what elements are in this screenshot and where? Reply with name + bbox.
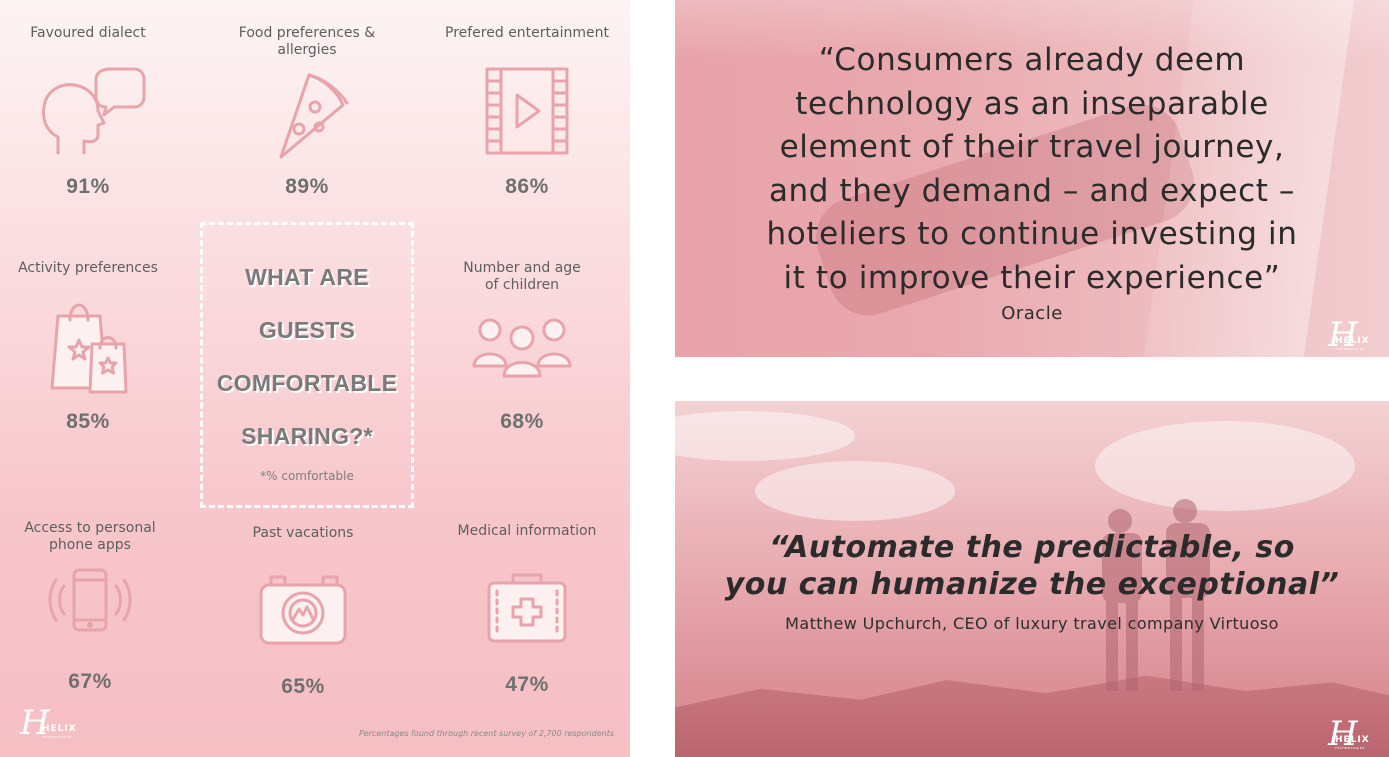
stat-value: 67% (68, 670, 112, 693)
camera-icon (243, 561, 363, 661)
stat-value: 47% (505, 673, 549, 696)
quote-author: Matthew Upchurch, CEO of luxury travel c… (785, 614, 1279, 633)
stat-past-vacations: Past vacations 65% (203, 525, 403, 699)
stat-children: Number and age of children 68% (422, 260, 622, 434)
infographic-panel: Favoured dialect 91% Food preferences & … (0, 0, 630, 757)
background-cloud (755, 461, 955, 521)
stat-favoured-dialect: Favoured dialect 91% (0, 25, 188, 199)
quote-text: “Automate the predictable, so you can hu… (685, 529, 1379, 603)
background-cloud (675, 411, 855, 461)
logo-text: HELIX (42, 724, 77, 734)
stat-label: Past vacations (252, 525, 354, 541)
quote-line: element of their travel journey, (779, 129, 1285, 165)
quote-line: “Automate the predictable, so (769, 530, 1295, 565)
stat-value: 91% (66, 175, 110, 198)
helix-logo: H HELIX TECHNOLOGIES (1313, 717, 1373, 751)
quote-line: you can humanize the exceptional” (724, 567, 1340, 602)
stat-phone-apps: Access to personal phone apps 67% (0, 520, 190, 694)
quote-line: and they demand – and expect – (768, 172, 1296, 209)
logo-letter: H (1328, 714, 1358, 754)
stat-label: Access to personal phone apps (0, 520, 190, 556)
stat-label-text: Access to personal phone apps (24, 520, 156, 553)
quote-author: Oracle (1001, 303, 1063, 324)
stat-label: Activity preferences (18, 260, 158, 276)
stat-value: 68% (500, 410, 544, 433)
helix-logo: H HELIX TECHNOLOGIES (1313, 318, 1373, 352)
stat-label: Prefered entertainment (445, 25, 609, 41)
stat-label: Favoured dialect (30, 25, 146, 41)
quote-text: “Consumers already deem technology as an… (695, 39, 1369, 300)
background-light (675, 0, 1389, 60)
quote-line: hoteliers to continue investing in (766, 216, 1298, 252)
logo-subtext: TECHNOLOGIES (42, 735, 72, 739)
stat-label-text: Number and age of children (463, 260, 581, 293)
vibrating-phone-icon (30, 556, 150, 656)
quote-line: it to improve their experience” (783, 259, 1281, 296)
helix-logo: H HELIX TECHNOLOGIES (20, 703, 76, 743)
quote-line: “Consumers already deem (818, 42, 1246, 78)
stat-value: 85% (66, 410, 110, 433)
survey-note: Percentages found through recent survey … (358, 729, 614, 738)
hikers-silhouette-icon (1102, 499, 1210, 691)
logo-subtext: TECHNOLOGIES (1335, 746, 1365, 750)
first-aid-kit-icon (467, 559, 587, 659)
question-line: WHAT ARE (245, 264, 369, 290)
stat-label: Food preferences & allergies (207, 25, 407, 61)
stat-label: Number and age of children (422, 260, 622, 296)
family-icon (462, 296, 582, 396)
question-line: COMFORTABLE (216, 370, 398, 396)
question-footnote: *% comfortable (260, 469, 354, 483)
quote-panel-upchurch: “Automate the predictable, so you can hu… (675, 401, 1389, 757)
question-box: WHAT ARE GUESTS COMFORTABLE SHARING?* *%… (200, 222, 414, 508)
film-play-icon (467, 61, 587, 161)
logo-text: HELIX (1335, 336, 1370, 346)
pizza-slice-icon (247, 61, 367, 161)
stat-medical-information: Medical information 47% (427, 523, 627, 697)
shopping-bags-icon (28, 296, 148, 396)
stat-food-preferences: Food preferences & allergies 89% (207, 25, 407, 199)
question-line: SHARING?* (241, 423, 373, 449)
stat-value: 89% (285, 175, 329, 198)
background-cloud (1095, 421, 1355, 511)
question-line: GUESTS (258, 317, 356, 343)
logo-letter: H (20, 703, 50, 743)
stat-value: 65% (281, 675, 325, 698)
stat-value: 86% (505, 175, 549, 198)
quote-panel-oracle: “Consumers already deem technology as an… (675, 0, 1389, 357)
background-mountain (675, 675, 1389, 757)
logo-letter: H (1328, 315, 1358, 355)
stat-prefered-entertainment: Prefered entertainment 86% (427, 25, 627, 199)
logo-subtext: TECHNOLOGIES (1335, 347, 1365, 351)
logo-text: HELIX (1335, 735, 1370, 745)
quote-line: technology as an inseparable (795, 85, 1269, 122)
stat-label-text: Food preferences & allergies (238, 25, 376, 58)
stat-activity-preferences: Activity preferences 85% (0, 260, 188, 434)
stat-label: Medical information (457, 523, 597, 539)
speaking-head-icon (28, 61, 148, 161)
